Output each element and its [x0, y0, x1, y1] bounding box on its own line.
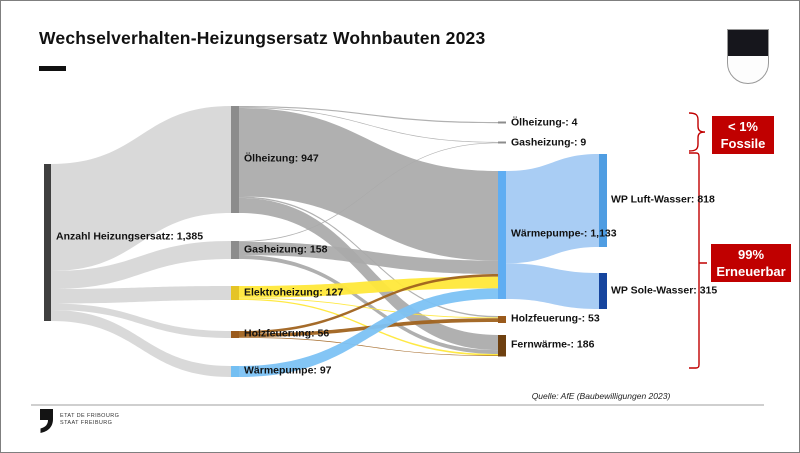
sankey-node-holzfeuerung: [231, 331, 239, 338]
sankey-flow: [239, 107, 498, 143]
sankey-flow: [51, 303, 231, 338]
node-label-fernwaerme-neu: Fernwärme-: 186: [511, 338, 595, 351]
sankey-node-gasheizung: [231, 241, 239, 259]
sankey-node-waermepumpe: [231, 366, 239, 377]
renewable-bracket: [689, 152, 707, 369]
node-label-holzfeuerung: Holzfeuerung: 56: [244, 327, 330, 340]
node-label-total: Anzahl Heizungsersatz: 1,385: [56, 230, 204, 243]
node-label-waermepumpe-neu: Wärmepumpe-: 1,133: [511, 227, 617, 240]
page-title: Wechselverhalten-Heizungsersatz Wohnbaut…: [39, 28, 486, 48]
sankey-flow: [506, 263, 599, 309]
sankey-flow: [51, 241, 231, 289]
sankey-flow: [239, 337, 498, 356]
sankey-node-waermepumpe_neu: [498, 171, 506, 299]
node-label-holzfeuerung-neu: Holzfeuerung-: 53: [511, 312, 600, 325]
sankey-node-total: [44, 164, 51, 321]
sankey-flow: [51, 106, 231, 271]
sankey-node-gasheizung_neu: [498, 141, 506, 144]
sankey-flow: [239, 297, 498, 319]
sankey-node-wp_luft_wasser: [599, 154, 607, 247]
footer-divider: [31, 404, 764, 406]
footer-org-line1: ETAT DE FRIBOURG: [60, 413, 120, 419]
sankey-node-oelheizung: [231, 106, 239, 213]
fossil-callout-box: < 1% Fossile: [712, 116, 774, 154]
node-label-elektroheizung: Elektroheizung: 127: [244, 286, 344, 299]
footer-org-line2: STAAT FREIBURG: [60, 420, 113, 426]
fossil-callout-line2: Fossile: [720, 136, 766, 151]
renewable-callout-line2: Erneuerbar: [716, 264, 786, 279]
fossil-callout-line1: < 1%: [728, 119, 758, 134]
node-label-oelheizung-neu: Ölheizung-: 4: [511, 116, 578, 129]
node-label-wp-sole-wasser: WP Sole-Wasser: 315: [611, 284, 718, 297]
node-label-oelheizung: Ölheizung: 947: [244, 152, 319, 165]
sankey-flow: [239, 288, 498, 377]
node-label-waermepumpe: Wärmepumpe: 97: [244, 364, 332, 377]
sankey-flow: [239, 197, 498, 351]
sankey-flow: [239, 241, 498, 274]
source-note: Quelle: AfE (Baubewilligungen 2023): [531, 391, 671, 401]
renewable-callout-box: 99% Erneuerbar: [711, 244, 791, 282]
node-label-gasheizung-neu: Gasheizung-: 9: [511, 136, 587, 149]
sankey-flow: [239, 108, 498, 261]
sankey-flow: [506, 154, 599, 264]
sankey-node-wp_sole_wasser: [599, 273, 607, 309]
fribourg-logo-icon: [40, 409, 53, 433]
sankey-flow: [239, 274, 498, 334]
fribourg-shield-icon: [727, 29, 769, 84]
fossil-bracket: [688, 112, 706, 152]
footer-organization: ETAT DE FRIBOURG STAAT FREIBURG: [60, 413, 119, 427]
node-label-wp-luft-wasser: WP Luft-Wasser: 818: [611, 193, 715, 206]
sankey-node-oelheizung_neu: [498, 121, 506, 124]
node-label-gasheizung: Gasheizung: 158: [244, 243, 328, 256]
renewable-callout-line1: 99%: [737, 247, 765, 262]
sankey-flow: [239, 106, 498, 124]
sankey-node-elektroheizung: [231, 286, 239, 300]
sankey-flow: [51, 286, 231, 304]
sankey-node-holzfeuerung_neu: [498, 316, 506, 323]
sankey-node-fernwaerme_neu: [498, 335, 506, 357]
sankey-flow: [51, 310, 231, 377]
title-dash: [39, 66, 66, 71]
